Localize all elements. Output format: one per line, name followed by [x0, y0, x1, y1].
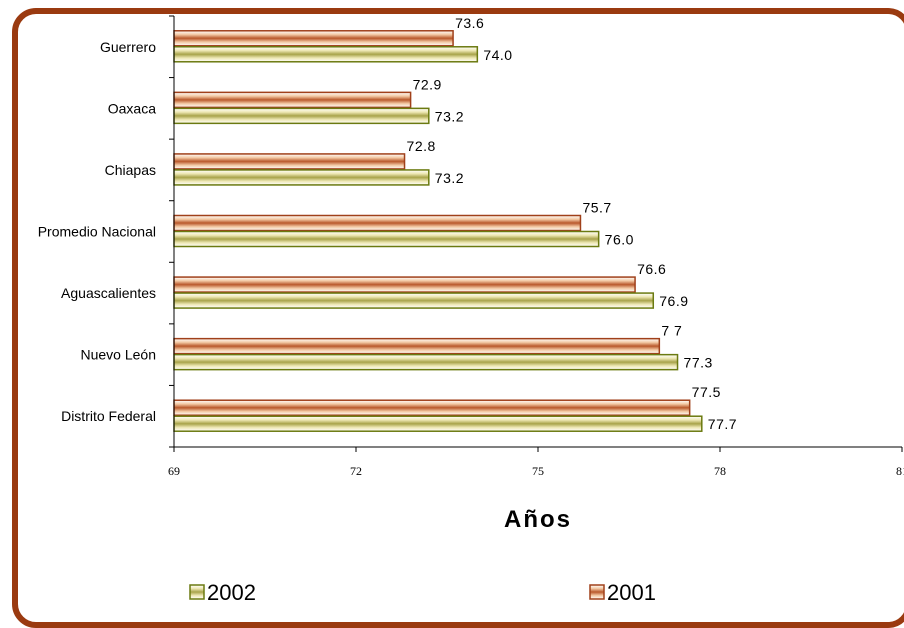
x-axis-title: Años [504, 506, 572, 533]
value-label-2002-chiapas: 73.2 [435, 170, 464, 186]
bar-2001-oaxaca [173, 91, 412, 109]
bar-2001-distrito-federal [173, 399, 691, 416]
category-label-aguascalientes: Aguascalientes [61, 285, 156, 301]
x-tick-label-72: 72 [350, 464, 362, 478]
bar-2002-aguascalientes [173, 292, 655, 309]
value-label-2002-distrito-federal: 77.7 [708, 416, 737, 432]
bar-2002-oaxaca [173, 107, 430, 125]
value-label-2001-oaxaca: 72.9 [413, 76, 442, 92]
bar-2001-guerrero [173, 30, 454, 47]
bar-2001-chiapas [173, 153, 406, 170]
legend-label-2001: 2001 [607, 580, 656, 605]
bar-2001-nuevo-le-n [173, 337, 661, 355]
bar-2002-nuevo-le-n [173, 353, 679, 371]
category-label-distrito-federal: Distrito Federal [61, 408, 156, 424]
value-label-2002-aguascalientes: 76.9 [659, 293, 688, 309]
bar-2002-chiapas [173, 169, 430, 186]
bar-2001-promedio-nacional [173, 214, 582, 232]
category-label-chiapas: Chiapas [105, 162, 156, 178]
value-label-2001-promedio-nacional: 75.7 [582, 200, 611, 216]
legend: 2002 2001 [189, 580, 656, 605]
category-label-nuevo-le-n: Nuevo León [80, 347, 156, 363]
legend-swatch-2001 [589, 584, 605, 600]
value-label-2001-aguascalientes: 76.6 [637, 261, 666, 277]
value-label-2002-nuevo-le-n: 77.3 [684, 355, 713, 371]
x-tick-label-81: 81 [896, 464, 904, 478]
value-label-2001-guerrero: 73.6 [455, 15, 484, 31]
bar-2001-aguascalientes [173, 276, 636, 293]
category-label-guerrero: Guerrero [100, 39, 156, 55]
value-label-2001-chiapas: 72.8 [407, 138, 436, 154]
bar-2002-guerrero [173, 46, 479, 63]
legend-label-2002: 2002 [207, 580, 256, 605]
category-label-promedio-nacional: Promedio Nacional [38, 224, 156, 240]
value-label-2002-promedio-nacional: 76.0 [605, 232, 634, 248]
legend-swatch-2002 [189, 584, 205, 600]
category-label-oaxaca: Oaxaca [108, 100, 156, 116]
x-tick-label-75: 75 [532, 464, 544, 478]
value-label-2002-oaxaca: 73.2 [435, 108, 464, 124]
x-tick-label-69: 69 [168, 464, 180, 478]
x-tick-label-78: 78 [714, 464, 726, 478]
value-label-2002-guerrero: 74.0 [483, 47, 512, 63]
bar-2002-promedio-nacional [173, 230, 600, 248]
value-label-2001-nuevo-le-n: 7 7 [661, 323, 682, 339]
value-label-2001-distrito-federal: 77.5 [692, 384, 721, 400]
bar-chart: Guerrero Oaxaca Chiapas Promedio Nacional Ag… [38, 15, 904, 605]
bar-2002-distrito-federal [173, 415, 703, 432]
